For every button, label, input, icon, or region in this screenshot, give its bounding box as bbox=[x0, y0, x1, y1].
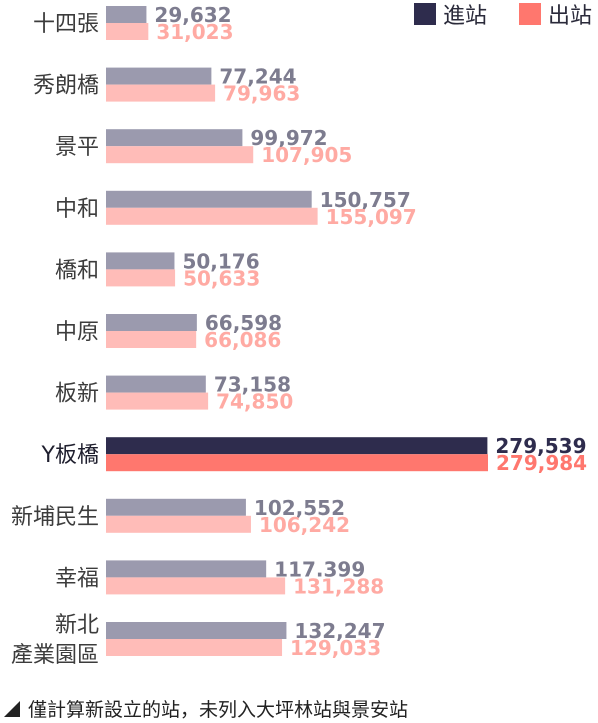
bar-in bbox=[106, 498, 246, 516]
legend-out-label: 出站 bbox=[548, 4, 592, 29]
value-label-out: 50,633 bbox=[183, 266, 260, 290]
triangle-icon bbox=[4, 701, 20, 717]
category-label: 景平 bbox=[55, 135, 99, 160]
bar-in bbox=[106, 6, 147, 23]
category-label: 產業園區 bbox=[11, 643, 99, 668]
bar-in bbox=[106, 375, 206, 393]
bar-out bbox=[106, 515, 251, 533]
value-label-in: 279,539 bbox=[495, 434, 586, 458]
value-label-out: 31,023 bbox=[156, 20, 233, 44]
bar-out bbox=[106, 84, 216, 102]
bar-in bbox=[106, 314, 197, 331]
value-label-out: 155,097 bbox=[326, 205, 417, 229]
bar-in bbox=[106, 622, 287, 639]
legend-in-label: 進站 bbox=[443, 4, 487, 29]
category-label: 十四張 bbox=[33, 12, 99, 37]
bar-in bbox=[106, 437, 488, 455]
value-label-in: 102,552 bbox=[254, 496, 345, 520]
category-label: 中原 bbox=[55, 320, 99, 345]
value-label-out: 106,242 bbox=[259, 513, 350, 537]
category-label: 新北 bbox=[55, 613, 99, 638]
category-label: 秀朗橋 bbox=[33, 74, 99, 99]
bar-in bbox=[106, 129, 243, 147]
bar-out bbox=[106, 207, 318, 225]
value-label-in: 99,972 bbox=[250, 126, 327, 150]
value-label-in: 66,598 bbox=[205, 311, 282, 335]
bar-in bbox=[106, 560, 267, 578]
legend: 進站 出站 bbox=[414, 3, 592, 29]
value-label-out: 279,984 bbox=[496, 451, 587, 475]
legend-in-swatch bbox=[414, 3, 436, 25]
value-label-out: 74,850 bbox=[216, 390, 293, 414]
value-label-in: 73,158 bbox=[214, 373, 291, 397]
footnote: 僅計算新設立的站，未列入大坪林站與景安站 bbox=[4, 699, 408, 721]
value-label-out: 129,033 bbox=[290, 636, 381, 660]
footnote-text: 僅計算新設立的站，未列入大坪林站與景安站 bbox=[28, 699, 408, 721]
category-label: 幸福 bbox=[55, 566, 99, 591]
legend-out-swatch bbox=[519, 3, 541, 25]
bar-in bbox=[106, 190, 312, 208]
bar-out bbox=[106, 269, 176, 287]
value-label-out: 66,086 bbox=[204, 328, 281, 352]
bar-out bbox=[106, 146, 254, 164]
value-label-in: 150,757 bbox=[320, 188, 411, 212]
value-label-out: 131,288 bbox=[293, 574, 384, 598]
value-label-out: 79,963 bbox=[223, 82, 300, 106]
category-label: 橋和 bbox=[55, 258, 99, 283]
value-label-in: 50,176 bbox=[182, 249, 259, 273]
bar-out bbox=[106, 23, 149, 40]
bar-out bbox=[106, 392, 209, 410]
category-label: Y板橋 bbox=[41, 443, 99, 468]
category-label: 板新 bbox=[55, 382, 99, 407]
value-label-in: 29,632 bbox=[154, 3, 231, 27]
value-label-in: 77,244 bbox=[219, 65, 296, 89]
bar-out bbox=[106, 577, 286, 595]
category-label: 中和 bbox=[55, 197, 99, 222]
value-label-out: 107,905 bbox=[261, 143, 352, 167]
bar-in bbox=[106, 252, 175, 270]
bar-out bbox=[106, 454, 488, 472]
category-label: 新埔民生 bbox=[11, 505, 99, 530]
value-label-in: 117.399 bbox=[274, 557, 365, 581]
bar-out bbox=[106, 639, 283, 656]
value-label-in: 132,247 bbox=[294, 619, 385, 643]
bar-in bbox=[106, 67, 212, 85]
bar-out bbox=[106, 331, 197, 348]
